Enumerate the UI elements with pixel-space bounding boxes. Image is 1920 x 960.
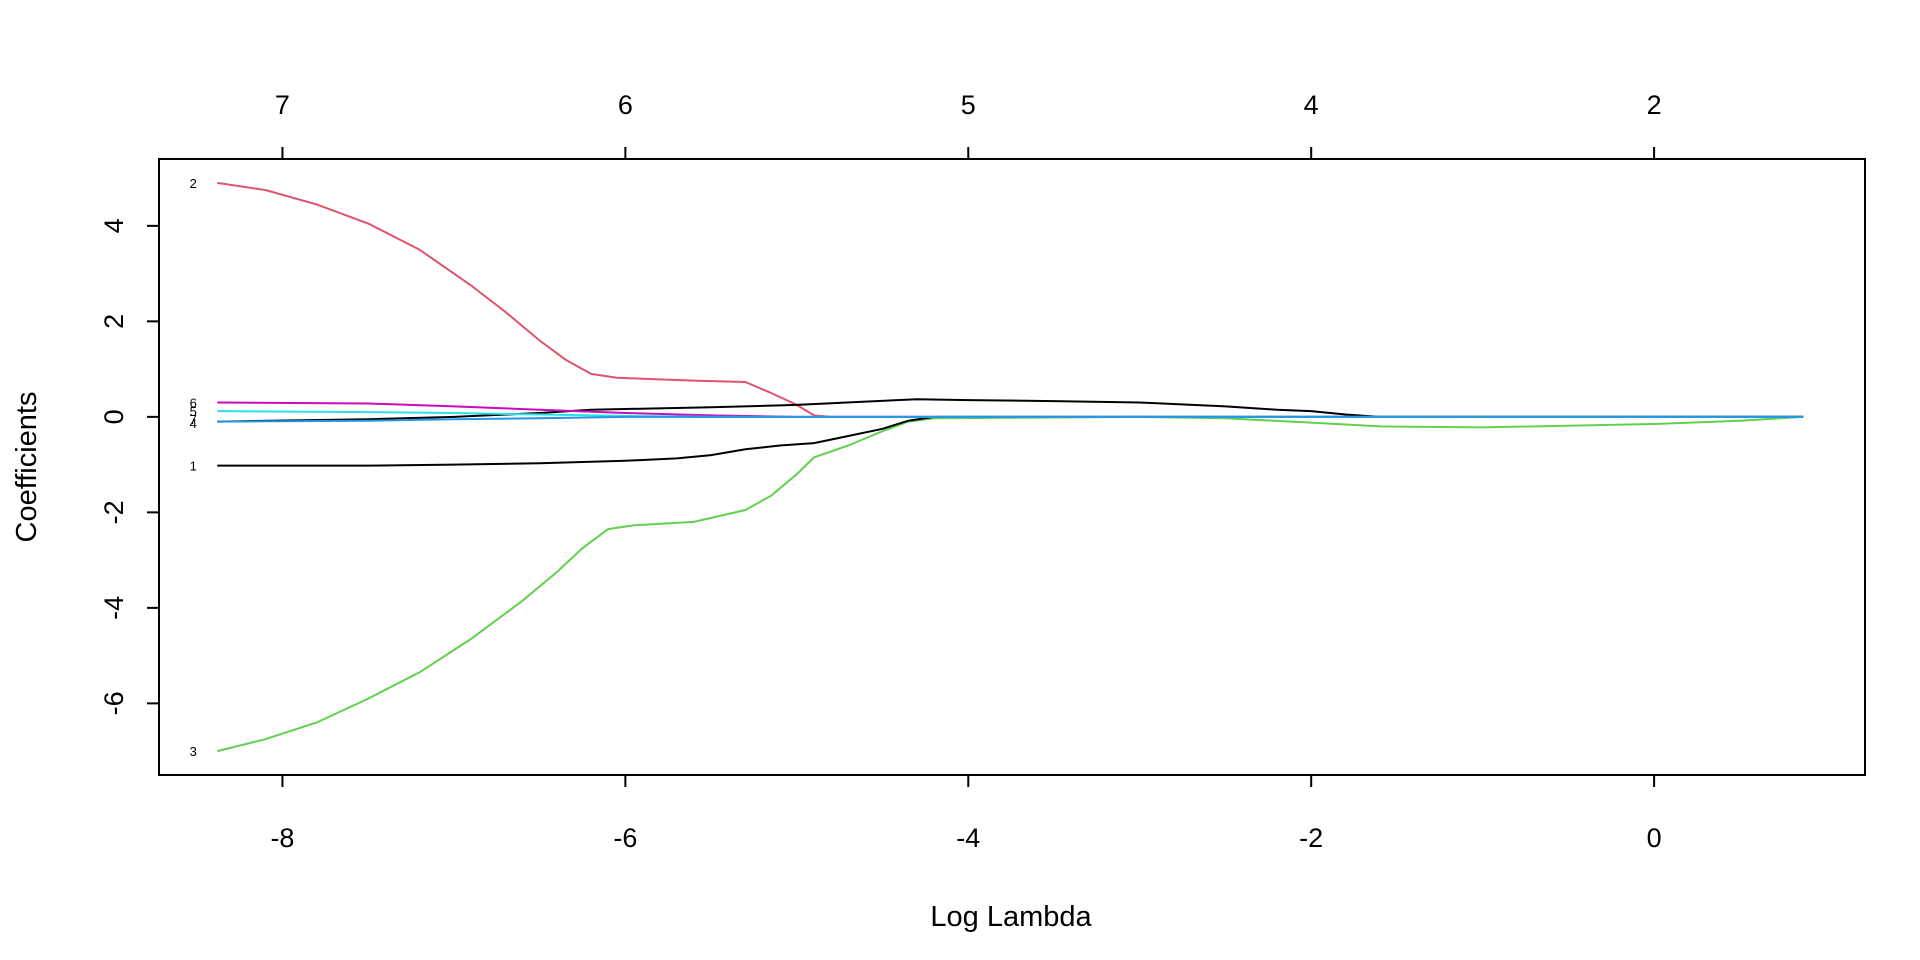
series-label-6: 6 <box>190 396 197 411</box>
top-tick-label: 4 <box>1304 90 1319 120</box>
y-tick-label: 4 <box>99 218 129 233</box>
series-label-7: 7 <box>190 412 197 427</box>
top-tick-label: 6 <box>618 90 633 120</box>
series-label-3: 3 <box>190 744 197 759</box>
top-tick-label: 7 <box>275 90 290 120</box>
top-tick-label: 2 <box>1647 90 1662 120</box>
series-label-1: 1 <box>190 459 197 474</box>
series-layer <box>217 181 1804 753</box>
series-label-2: 2 <box>190 176 197 191</box>
x-axis-bottom: -8 -6 -4 -2 0 <box>270 774 1662 853</box>
x-tick-label: -8 <box>270 823 294 853</box>
x-tick-label: -2 <box>1299 823 1323 853</box>
y-tick-label: -6 <box>99 691 129 715</box>
series-line-1 <box>217 415 1804 467</box>
series-line-6 <box>217 401 1804 418</box>
y-tick-label: 2 <box>99 314 129 329</box>
y-tick-label: -4 <box>99 596 129 620</box>
y-tick-label: -2 <box>99 500 129 524</box>
series-line-2 <box>217 181 1804 418</box>
series-line-4 <box>217 415 1804 423</box>
y-axis-title: Coefficients <box>11 392 43 543</box>
y-tick-label: 0 <box>99 409 129 424</box>
series-line-3 <box>217 415 1804 753</box>
x-tick-label: -6 <box>613 823 637 853</box>
series-label-4: 4 <box>190 416 197 431</box>
x-axis-top: 7 6 5 4 2 <box>275 90 1662 160</box>
plot-frame <box>158 158 1866 776</box>
top-tick-label: 5 <box>961 90 976 120</box>
series-label-5: 5 <box>190 404 197 419</box>
y-axis: -6 -4 -2 0 2 4 <box>99 218 160 715</box>
x-tick-label: -4 <box>956 823 980 853</box>
x-axis-title: Log Lambda <box>930 901 1092 933</box>
x-tick-label: 0 <box>1647 823 1662 853</box>
